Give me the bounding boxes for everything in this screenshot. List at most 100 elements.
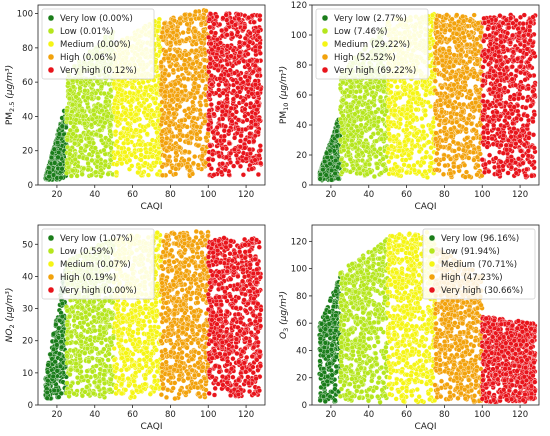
point-high <box>186 106 192 112</box>
point-high <box>173 62 179 68</box>
point-high <box>182 57 188 63</box>
point-very-high <box>205 156 212 162</box>
point-very-high <box>217 76 223 82</box>
point-high <box>170 29 176 36</box>
point-high <box>185 140 192 146</box>
point-very-high <box>234 79 240 85</box>
point-low <box>349 142 355 148</box>
point-low <box>77 133 83 139</box>
point-low <box>77 85 83 91</box>
point-low <box>362 84 368 90</box>
point-very-low <box>55 154 61 160</box>
point-very-low <box>48 154 55 161</box>
point-very-high <box>225 72 232 78</box>
point-high <box>163 48 169 55</box>
point-very-high <box>255 171 261 178</box>
point-low <box>74 127 80 133</box>
point-very-high <box>228 53 234 59</box>
point-very-high <box>219 161 225 167</box>
point-very-high <box>230 96 236 102</box>
point-very-high <box>235 117 241 123</box>
point-medium <box>419 116 425 122</box>
point-low <box>340 113 346 119</box>
point-low <box>355 83 362 90</box>
point-high <box>166 128 173 134</box>
point-very-high <box>216 153 222 159</box>
point-very-high <box>236 59 242 65</box>
point-medium <box>147 141 153 147</box>
y-label-unit: (μg/m³) <box>5 65 15 102</box>
point-high <box>200 15 207 21</box>
point-medium <box>429 12 435 18</box>
point-medium <box>401 162 407 168</box>
point-low <box>363 115 370 121</box>
point-medium <box>153 90 160 96</box>
point-low <box>79 107 85 114</box>
point-very-high <box>226 140 232 146</box>
point-high <box>202 118 208 125</box>
point-very-high <box>256 117 262 123</box>
point-medium <box>148 146 154 152</box>
point-low <box>337 137 344 143</box>
point-high <box>452 74 458 80</box>
point-very-high <box>237 49 243 56</box>
point-very-high <box>207 92 213 98</box>
point-high <box>190 99 196 105</box>
point-medium <box>394 164 400 170</box>
point-medium <box>396 148 402 154</box>
point-very-high <box>207 24 213 30</box>
y-label-main: PM <box>5 112 15 125</box>
point-very-high <box>247 30 253 36</box>
point-high <box>455 164 462 170</box>
point-high <box>164 28 170 34</box>
point-medium <box>138 128 144 134</box>
point-high <box>196 73 202 79</box>
point-medium <box>143 149 149 155</box>
x-tick-label: 20 <box>52 190 63 200</box>
point-medium <box>427 89 433 96</box>
point-very-high <box>235 126 242 133</box>
point-very-low <box>56 149 62 156</box>
point-medium <box>397 121 403 127</box>
point-low <box>65 80 71 86</box>
point-high <box>451 148 457 154</box>
point-very-high <box>223 12 229 18</box>
point-medium <box>410 90 416 96</box>
point-medium <box>423 149 430 155</box>
point-very-high <box>231 163 237 169</box>
point-medium <box>391 121 397 128</box>
point-very-high <box>214 124 220 130</box>
point-high <box>174 49 180 55</box>
point-medium <box>150 122 156 128</box>
point-very-high <box>228 105 234 111</box>
point-very-high <box>211 172 217 178</box>
point-low <box>67 87 73 93</box>
point-very-high <box>249 91 255 97</box>
point-low <box>70 84 77 90</box>
point-medium <box>392 108 398 114</box>
point-medium <box>117 86 123 92</box>
point-very-high <box>237 44 243 50</box>
point-low <box>101 90 107 97</box>
point-high <box>176 38 183 45</box>
point-high <box>459 154 465 160</box>
point-medium <box>404 170 410 176</box>
point-low <box>74 112 80 118</box>
legend-percent: (0.00%) <box>97 40 131 50</box>
point-medium <box>153 159 159 166</box>
point-high <box>203 135 209 141</box>
legend-entry: Very high (0.12%) <box>60 66 137 76</box>
point-medium <box>113 169 120 175</box>
point-medium <box>413 80 419 86</box>
point-high <box>173 171 179 177</box>
point-high <box>199 68 205 74</box>
point-very-high <box>256 152 262 159</box>
point-very-high <box>254 107 260 113</box>
point-high <box>184 21 190 27</box>
point-very-high <box>209 81 215 88</box>
point-medium <box>122 149 128 155</box>
point-high <box>180 96 186 103</box>
point-medium <box>128 111 134 117</box>
point-low <box>106 137 112 143</box>
point-very-high <box>257 50 263 56</box>
